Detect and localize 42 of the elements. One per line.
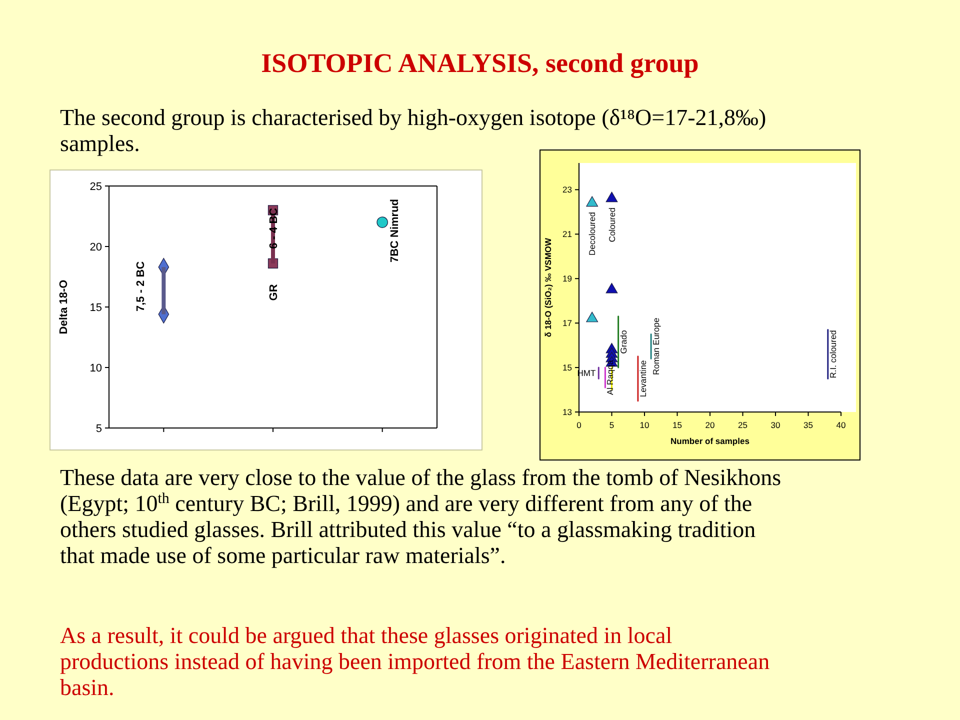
annotation: 7BC Nimrud (389, 198, 402, 263)
y-tick-label: 15 (562, 362, 572, 373)
x-tick-label: 30 (770, 420, 780, 430)
text: Grado (618, 330, 628, 354)
x-tick-label: 20 (705, 420, 715, 430)
text: As a result, it could be argued that these glasses originated in local productions instead of having been imported from the Eastern Mediterranean basin. (60, 623, 770, 700)
x-tick-label: 35 (804, 420, 814, 430)
y-axis-title: δ 18-O (SiO₂) ‰ VSMOW (543, 236, 553, 338)
text: ISOTOPIC ANALYSIS, second group (261, 48, 699, 78)
text: Levantine (638, 360, 648, 398)
annotation: 6 - 4 BC (268, 208, 280, 249)
x-axis-title: Number of samples (670, 436, 750, 446)
text: Al Raqqa (605, 360, 616, 396)
annotation: 7,5 - 2 BC (135, 261, 148, 312)
x-tick-label: 0 (576, 420, 582, 430)
point (586, 196, 598, 207)
x-tick-label: 5 (609, 420, 614, 430)
point (376, 216, 388, 228)
y-axis-title: Delta 18-O (58, 279, 70, 334)
x-tick-label: 25 (738, 420, 748, 430)
y-tick-label: 25 (90, 180, 102, 193)
point (606, 282, 618, 294)
text: These data are very close to the value of the glass from the tomb of Nesikhons (Egypt; 10$^{th}$ century BC; Brill, 1999) and are very different from any of the others studied glasses. Brill attributed this value “to a glassmaking tradition that made use of some particular raw materials”. (60, 465, 782, 568)
annotation: GR (268, 284, 280, 301)
y-tick-label: 13 (562, 406, 572, 417)
y-tick-label: 17 (562, 318, 572, 328)
y-tick-label: 19 (562, 274, 572, 284)
text: R.I. coloured (828, 330, 838, 378)
x-tick-label: 40 (836, 420, 846, 430)
x-tick-label: 10 (640, 420, 650, 430)
text: Roman Europe (651, 318, 662, 375)
point (606, 192, 618, 202)
y-tick-label: 10 (90, 362, 102, 374)
text: Coloured (606, 207, 617, 242)
y-tick-label: 23 (562, 184, 572, 195)
text: Decoloured (587, 212, 598, 256)
y-tick-label: 21 (562, 229, 572, 240)
x-tick-label: 15 (672, 420, 682, 430)
point (586, 312, 598, 322)
text: The second group is characterised by high-oxygen isotope (δ¹⁸O=17-21,8‰) samples. (60, 105, 766, 156)
y-tick-label: 15 (90, 302, 102, 314)
y-tick-label: 20 (90, 241, 102, 254)
